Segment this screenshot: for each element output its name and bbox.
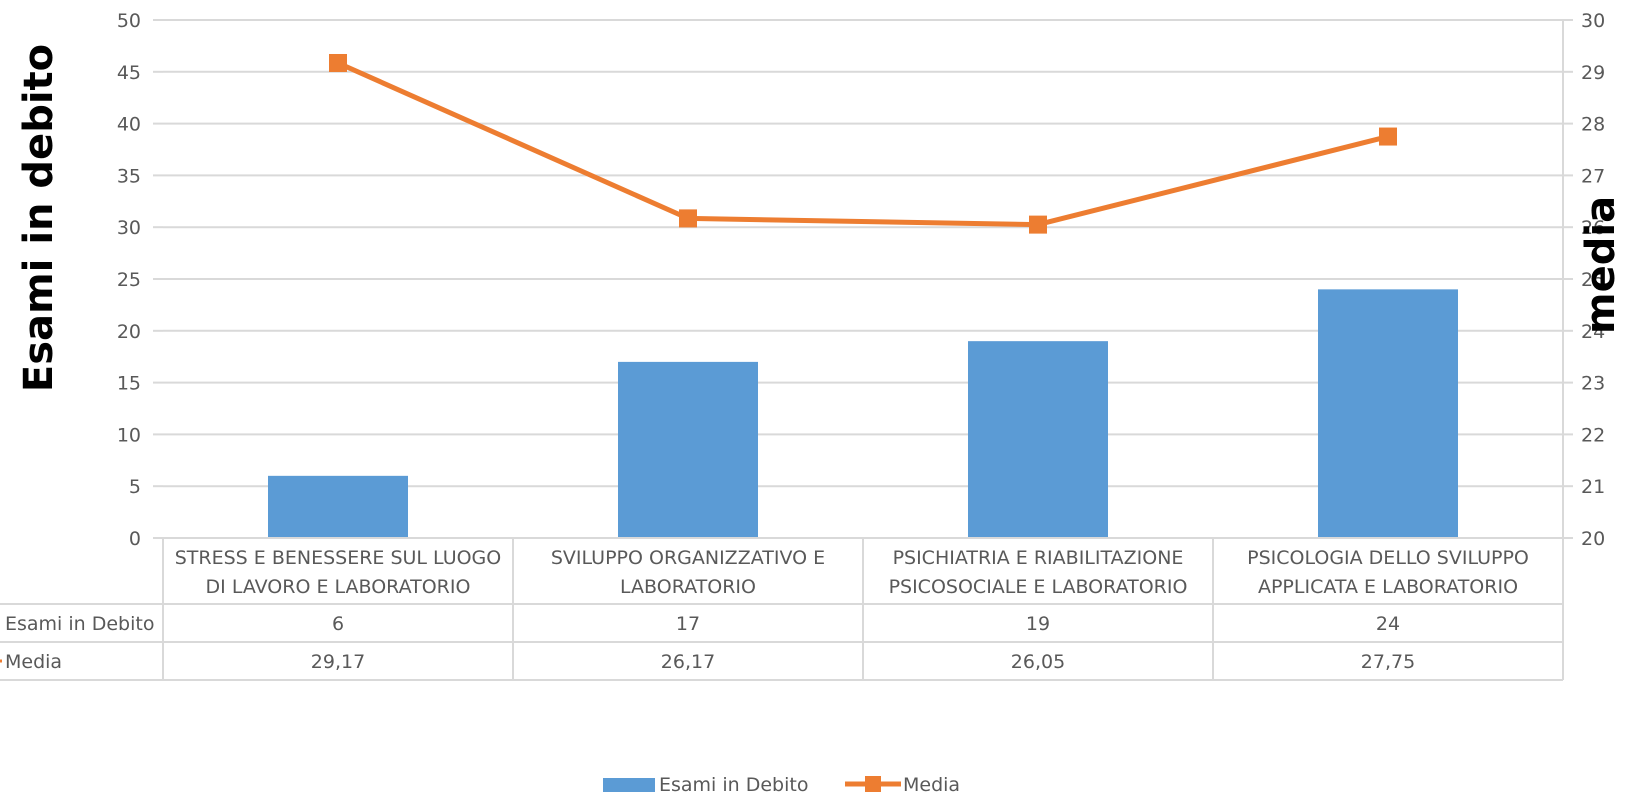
right-tick-label: 26 — [1581, 217, 1605, 239]
left-tick-label: 0 — [129, 528, 141, 550]
right-tick-label: 22 — [1581, 424, 1605, 446]
table-row-header-esami: Esami in Debito — [5, 613, 154, 635]
category-label-line: PSICHIATRIA E RIABILITAZIONE — [893, 547, 1184, 569]
left-tick-label: 35 — [117, 165, 141, 187]
line-marker — [329, 53, 347, 72]
right-tick-label: 25 — [1581, 269, 1605, 291]
legend: Esami in Debito Media — [603, 774, 960, 796]
left-tick-label: 50 — [117, 10, 141, 32]
line-series — [329, 53, 1397, 234]
table-cell-media: 29,17 — [311, 651, 365, 673]
legend-swatch-media-marker — [865, 776, 881, 792]
legend-label-esami: Esami in Debito — [659, 774, 808, 796]
right-tick-label: 28 — [1581, 114, 1605, 136]
table-cell-esami: 24 — [1376, 613, 1400, 635]
category-label: PSICOLOGIA DELLO SVILUPPO APPLICATA E LAB… — [1247, 547, 1529, 598]
right-axis-ticks: 20 21 22 23 24 25 26 27 28 29 30 — [1581, 10, 1605, 550]
right-tick-label: 20 — [1581, 528, 1605, 550]
line-marker — [1379, 127, 1397, 146]
right-tick-label: 30 — [1581, 10, 1605, 32]
category-label: PSICHIATRIA E RIABILITAZIONE PSICOSOCIALE… — [889, 547, 1188, 598]
left-axis-ticks: 0 5 10 15 20 25 30 35 40 45 50 — [117, 10, 141, 550]
category-label-line: APPLICATA E LABORATORIO — [1258, 576, 1518, 598]
left-tick-label: 20 — [117, 321, 141, 343]
table-cell-esami: 17 — [676, 613, 700, 635]
category-label-line: PSICOSOCIALE E LABORATORIO — [889, 576, 1188, 598]
right-tick-label: 24 — [1581, 321, 1605, 343]
left-tick-label: 10 — [117, 424, 141, 446]
right-axis-title: media — [1578, 196, 1624, 334]
category-label-line: SVILUPPO ORGANIZZATIVO E — [551, 547, 825, 569]
line-marker — [1029, 215, 1047, 234]
table-row-header-media: Media — [5, 651, 62, 673]
legend-swatch-esami — [603, 778, 655, 792]
right-tick-label: 21 — [1581, 476, 1605, 498]
category-label-line: DI LAVORO E LABORATORIO — [206, 576, 471, 598]
category-label-line: PSICOLOGIA DELLO SVILUPPO — [1247, 547, 1529, 569]
bar — [268, 475, 408, 538]
left-tick-label: 25 — [117, 269, 141, 291]
table-cell-esami: 6 — [332, 613, 344, 635]
right-tick-label: 27 — [1581, 165, 1605, 187]
legend-label-media: Media — [903, 774, 960, 796]
left-tick-label: 40 — [117, 114, 141, 136]
table-cell-esami: 19 — [1026, 613, 1050, 635]
category-label: SVILUPPO ORGANIZZATIVO E LABORATORIO — [551, 547, 825, 598]
left-axis-title: Esami in debito — [16, 44, 62, 392]
category-label-line: STRESS E BENESSERE SUL LUOGO — [175, 547, 501, 569]
left-tick-label: 45 — [117, 62, 141, 84]
line-marker — [679, 209, 697, 228]
bar-series — [268, 289, 1458, 538]
series-line-media — [336, 60, 1389, 228]
data-table: STRESS E BENESSERE SUL LUOGO DI LAVORO E … — [0, 537, 1564, 681]
category-label: STRESS E BENESSERE SUL LUOGO DI LAVORO E … — [175, 547, 501, 598]
left-tick-label: 5 — [129, 476, 141, 498]
category-label-line: LABORATORIO — [620, 576, 756, 598]
left-tick-label: 30 — [117, 217, 141, 239]
right-tick-label: 23 — [1581, 373, 1605, 395]
table-cell-media: 27,75 — [1361, 651, 1415, 673]
table-cell-media: 26,05 — [1011, 651, 1065, 673]
bar — [618, 361, 758, 538]
right-tick-label: 29 — [1581, 62, 1605, 84]
bar — [1318, 289, 1458, 538]
table-cell-media: 26,17 — [661, 651, 715, 673]
bar — [968, 341, 1108, 538]
left-tick-label: 15 — [117, 373, 141, 395]
